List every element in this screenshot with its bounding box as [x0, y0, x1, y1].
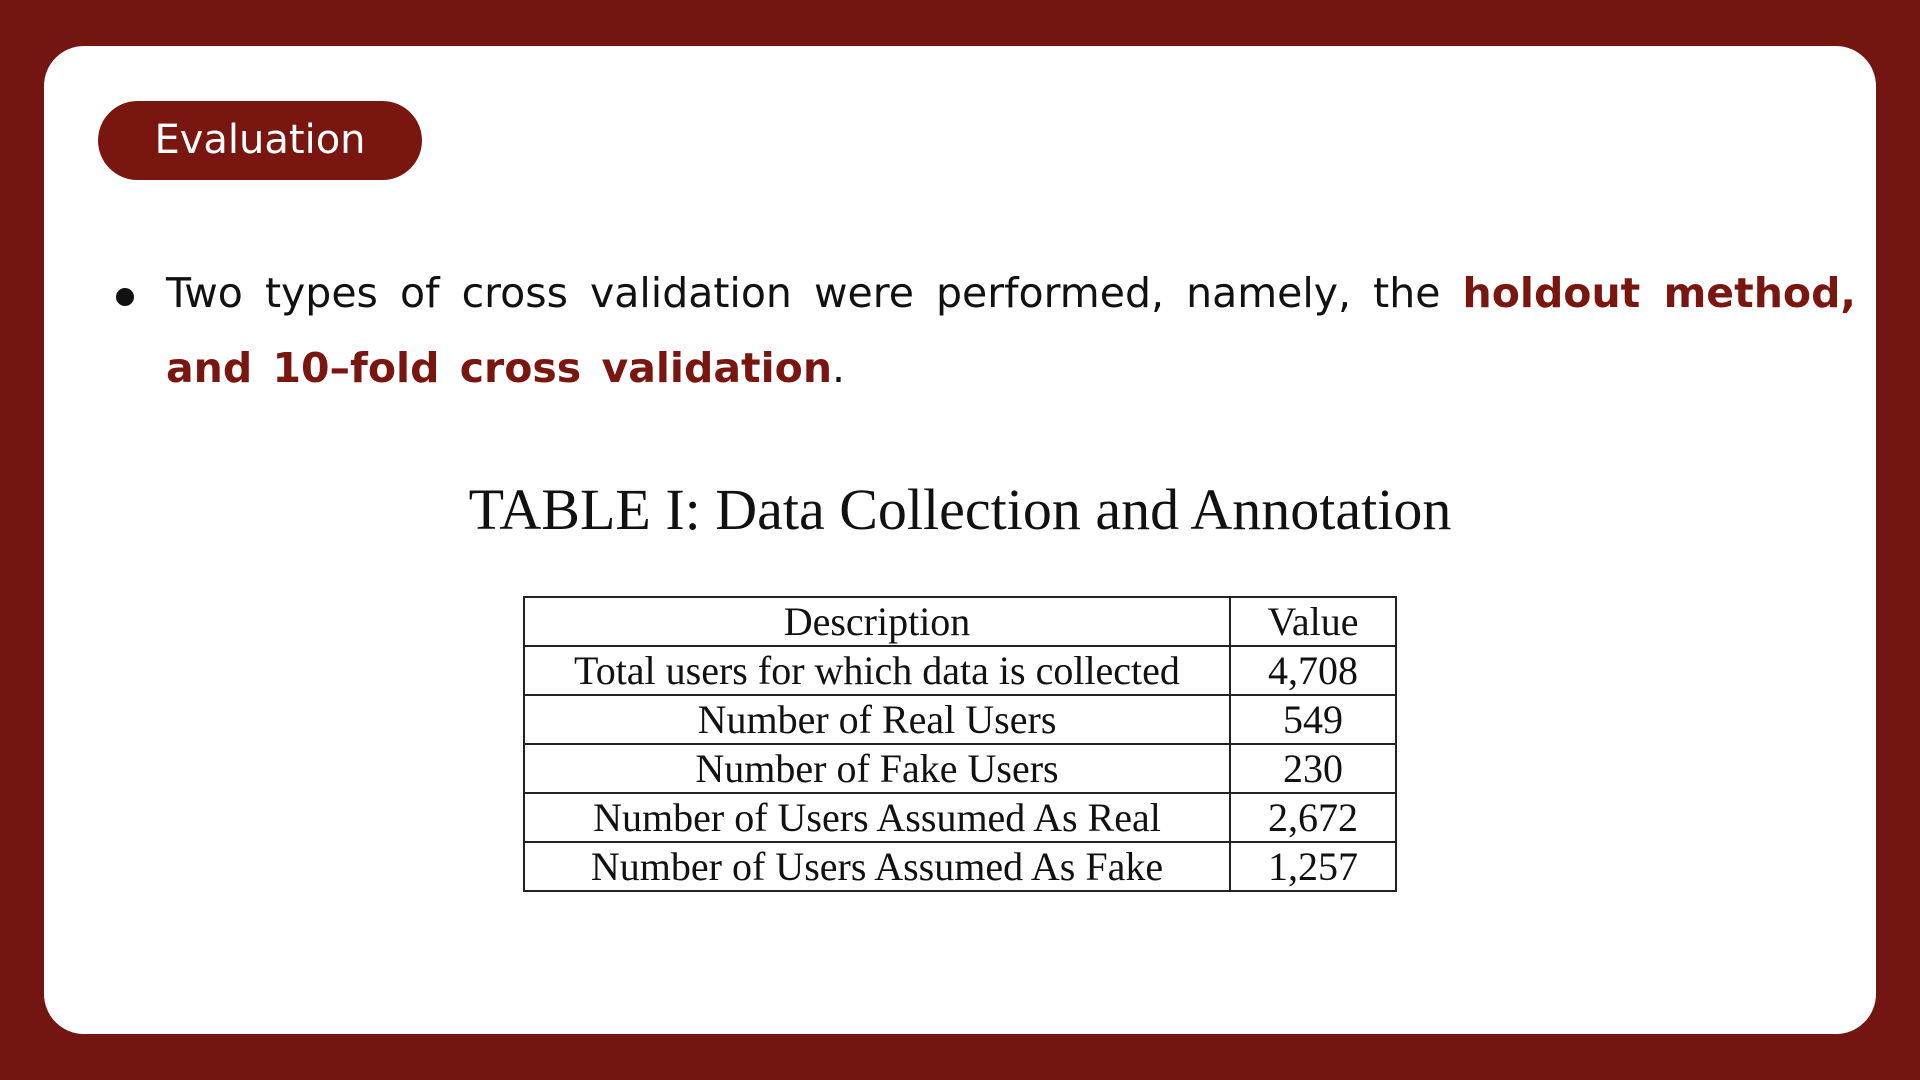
section-label-text: Evaluation — [154, 117, 366, 163]
table-row: Number of Real Users 549 — [523, 694, 1397, 745]
bullet-item: Two types of cross validation were perfo… — [116, 256, 1856, 406]
row-description: Number of Real Users — [523, 694, 1231, 745]
row-value: 2,672 — [1229, 792, 1397, 843]
table-header-row: Description Value — [523, 596, 1397, 647]
row-value: 1,257 — [1229, 841, 1397, 892]
row-description: Number of Fake Users — [523, 743, 1231, 794]
slide-card: Evaluation Two types of cross validation… — [44, 46, 1876, 1034]
table-caption: TABLE I: Data Collection and Annotation — [468, 477, 1452, 542]
table-row: Number of Fake Users 230 — [523, 743, 1397, 794]
bullet-text-after: . — [832, 344, 846, 392]
row-value: 230 — [1229, 743, 1397, 794]
row-value: 549 — [1229, 694, 1397, 745]
row-description: Number of Users Assumed As Real — [523, 792, 1231, 843]
row-description: Number of Users Assumed As Fake — [523, 841, 1231, 892]
header-value: Value — [1229, 596, 1397, 647]
bullet-text: Two types of cross validation were perfo… — [166, 256, 1856, 406]
bullet-highlight: holdout method, and 10–fold cross valida… — [166, 269, 1856, 392]
data-table: Description Value Total users for which … — [523, 596, 1397, 892]
table-row: Number of Users Assumed As Real 2,672 — [523, 792, 1397, 843]
table-row: Total users for which data is collected … — [523, 645, 1397, 696]
bullet-dot-icon — [116, 288, 134, 306]
table-row: Number of Users Assumed As Fake 1,257 — [523, 841, 1397, 892]
bullet-text-before: Two types of cross validation were perfo… — [166, 269, 1463, 317]
section-label-badge: Evaluation — [98, 101, 422, 180]
row-description: Total users for which data is collected — [523, 645, 1231, 696]
header-description: Description — [523, 596, 1231, 647]
row-value: 4,708 — [1229, 645, 1397, 696]
